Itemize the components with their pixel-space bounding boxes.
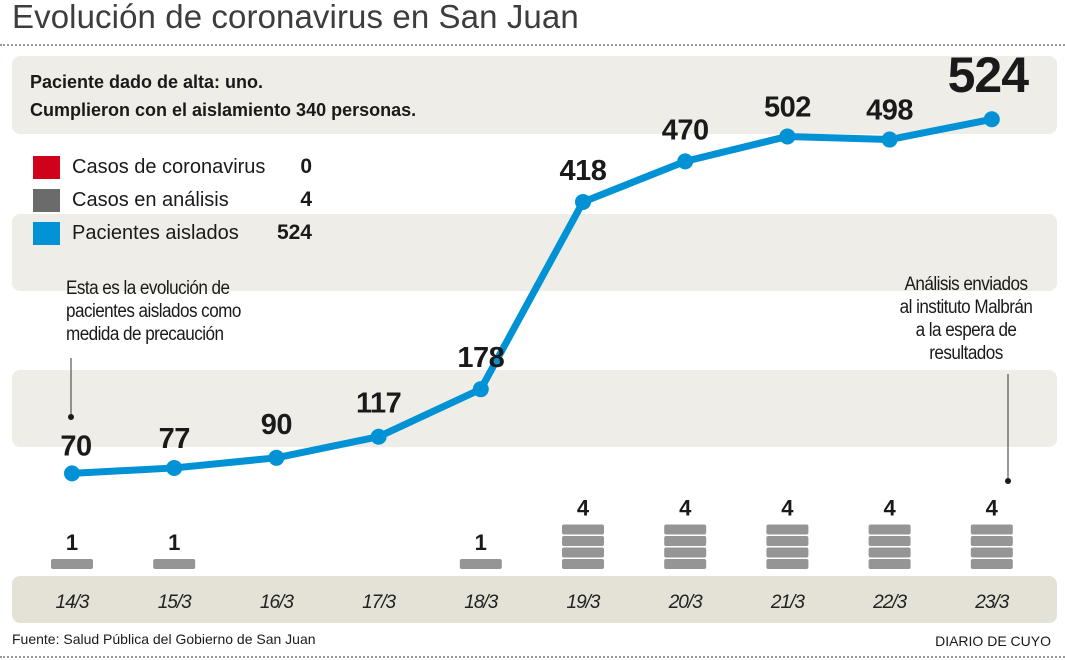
analysis-block bbox=[562, 547, 604, 558]
annotation-line: al instituto Malbrán bbox=[899, 297, 1033, 318]
analysis-block bbox=[970, 536, 1013, 546]
analysis-block bbox=[664, 559, 707, 569]
legend-value: 524 bbox=[276, 221, 312, 244]
legend-label: Pacientes aislados bbox=[72, 221, 239, 244]
annotation-line: pacientes aislados como bbox=[66, 301, 241, 322]
analysis-count-label: 1 bbox=[168, 530, 180, 555]
analysis-count-label: 1 bbox=[66, 530, 78, 555]
analysis-count-label: 4 bbox=[883, 496, 896, 521]
analysis-block bbox=[970, 547, 1013, 558]
x-tick-label: 18/3 bbox=[464, 592, 498, 613]
annotation-dot-left bbox=[68, 414, 74, 420]
legend-item-aislados: Pacientes aislados bbox=[33, 219, 239, 247]
legend-swatch-gray bbox=[33, 188, 60, 212]
data-label: 90 bbox=[261, 409, 292, 441]
brand-credit: DIARIO DE CUYO bbox=[935, 633, 1051, 649]
top-divider bbox=[0, 44, 1065, 46]
data-point bbox=[370, 428, 387, 445]
x-tick-label: 15/3 bbox=[158, 592, 192, 613]
analysis-count-label: 4 bbox=[577, 496, 590, 521]
x-tick-label: 22/3 bbox=[872, 592, 907, 613]
analysis-block bbox=[970, 559, 1013, 569]
analysis-count-label: 4 bbox=[679, 496, 692, 521]
analysis-block bbox=[562, 524, 604, 535]
date-axis-bar bbox=[12, 576, 1057, 623]
analysis-block bbox=[766, 559, 809, 569]
source-credit: Fuente: Salud Pública del Gobierno de Sa… bbox=[12, 631, 316, 647]
data-point bbox=[64, 465, 80, 482]
annotation-line: medida de precaución bbox=[66, 324, 224, 345]
chart-title: Evolución de coronavirus en San Juan bbox=[12, 0, 579, 35]
x-tick-label: 23/3 bbox=[974, 592, 1009, 613]
analysis-block bbox=[868, 559, 911, 569]
data-point bbox=[983, 111, 1000, 128]
analysis-count-label: 4 bbox=[781, 496, 794, 521]
legend-label: Casos de coronavirus bbox=[72, 155, 266, 178]
x-tick-label: 21/3 bbox=[770, 592, 805, 613]
analysis-block bbox=[664, 536, 707, 546]
annotation-dot-right bbox=[1005, 478, 1011, 484]
legend-item-analisis: Casos en análisis bbox=[33, 186, 229, 214]
x-tick-label: 17/3 bbox=[362, 592, 396, 613]
analysis-block bbox=[868, 547, 911, 558]
series-line-pacientes-aislados bbox=[68, 115, 996, 477]
annotation-line: a la espera de bbox=[915, 320, 1017, 341]
x-tick-label: 20/3 bbox=[668, 592, 703, 613]
data-label: 502 bbox=[764, 91, 811, 123]
legend-swatch-blue bbox=[33, 221, 60, 245]
analysis-block bbox=[153, 559, 196, 569]
x-tick-label: 19/3 bbox=[567, 592, 601, 613]
data-point bbox=[779, 128, 796, 145]
annotation-line: Esta es la evolución de bbox=[66, 278, 230, 299]
data-label: 524 bbox=[948, 47, 1030, 103]
summary-note: Paciente dado de alta: uno. Cumplieron c… bbox=[30, 68, 416, 124]
background-band-3 bbox=[12, 370, 1057, 447]
data-label: 117 bbox=[356, 388, 401, 420]
data-point bbox=[575, 193, 591, 210]
annotation-left: Esta es la evolución de pacientes aislad… bbox=[66, 277, 241, 346]
analysis-block bbox=[459, 559, 502, 569]
analysis-block bbox=[664, 547, 707, 558]
analysis-block bbox=[51, 559, 93, 569]
analysis-block bbox=[766, 536, 809, 546]
data-label: 470 bbox=[662, 114, 709, 146]
analysis-block bbox=[868, 524, 911, 535]
data-point bbox=[166, 459, 183, 476]
note-line-2: Cumplieron con el aislamiento 340 person… bbox=[30, 100, 417, 120]
legend-value: 4 bbox=[300, 188, 312, 211]
annotation-line: Análisis enviados bbox=[904, 274, 1028, 295]
data-label: 70 bbox=[60, 430, 91, 462]
legend-item-coronavirus: Casos de coronavirus bbox=[33, 153, 265, 181]
data-label: 77 bbox=[159, 423, 190, 455]
data-label: 498 bbox=[866, 95, 913, 127]
annotation-line: resultados bbox=[929, 343, 1003, 364]
analysis-block bbox=[970, 524, 1013, 535]
analysis-block bbox=[562, 536, 604, 546]
data-point bbox=[268, 449, 285, 466]
data-label: 418 bbox=[560, 155, 607, 187]
data-point bbox=[472, 381, 489, 398]
background-band-1 bbox=[12, 56, 1057, 134]
x-tick-label: 16/3 bbox=[260, 592, 294, 613]
data-label: 178 bbox=[457, 342, 504, 374]
annotation-right: Análisis enviados al instituto Malbrán a… bbox=[893, 273, 1039, 365]
data-point bbox=[677, 153, 694, 170]
analysis-count-label: 4 bbox=[986, 496, 999, 521]
analysis-block bbox=[562, 559, 604, 569]
analysis-block bbox=[766, 547, 809, 558]
analysis-count-label: 1 bbox=[475, 530, 487, 555]
analysis-block bbox=[664, 524, 707, 535]
analysis-block bbox=[868, 536, 911, 546]
legend-label: Casos en análisis bbox=[72, 188, 229, 211]
background-band-2 bbox=[12, 214, 1057, 291]
analysis-block bbox=[766, 524, 809, 535]
bottom-divider bbox=[0, 656, 1065, 658]
data-point bbox=[881, 131, 898, 148]
legend-value: 0 bbox=[300, 155, 312, 178]
x-tick-label: 14/3 bbox=[56, 592, 90, 613]
note-line-1: Paciente dado de alta: uno. bbox=[30, 72, 264, 92]
legend-swatch-red bbox=[33, 155, 60, 179]
